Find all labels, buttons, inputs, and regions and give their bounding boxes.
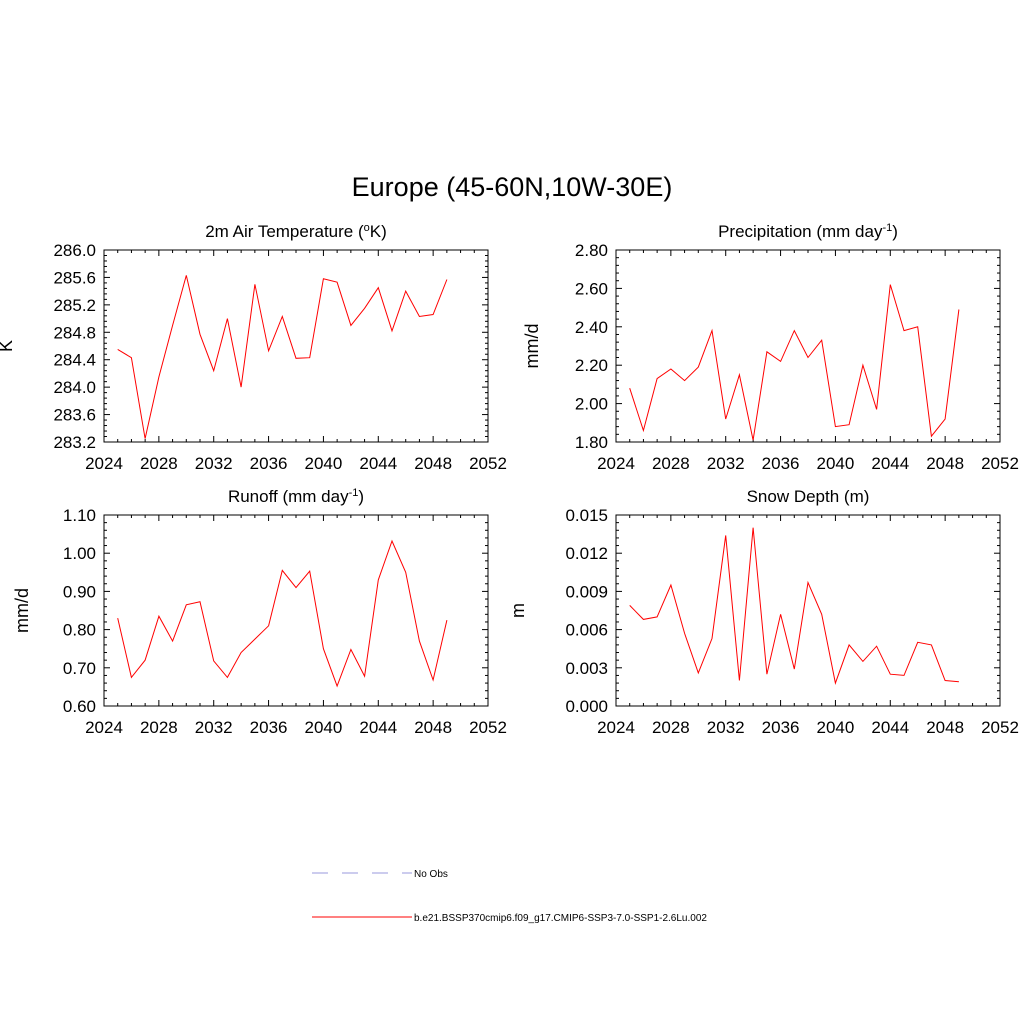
series-line [117, 275, 448, 439]
plot-frame [103, 514, 489, 707]
y-tick-label: 0.000 [565, 697, 608, 716]
y-tick-label: 2.20 [575, 356, 608, 375]
y-axis-label: K [0, 340, 16, 352]
y-tick-label: 0.006 [565, 621, 608, 640]
y-tick-label: 0.015 [565, 506, 608, 525]
y-axis-label: mm/d [12, 588, 32, 633]
x-tick-label: 2032 [195, 718, 233, 737]
y-tick-label: 285.6 [53, 268, 96, 287]
y-tick-label: 283.2 [53, 433, 96, 452]
x-tick-label: 2040 [305, 454, 343, 473]
plot-frame [615, 514, 1001, 707]
series-line [629, 284, 960, 441]
x-tick-label: 2036 [250, 454, 288, 473]
x-tick-label: 2028 [140, 718, 178, 737]
y-tick-label: 0.60 [63, 697, 96, 716]
x-tick-label: 2024 [597, 454, 635, 473]
series-line [117, 539, 448, 688]
chart-panel-4: 2024 2028 2032 2036 2040 2044 2048 2052 0.000 0.0… [508, 487, 1019, 737]
y-tick-label: 2.40 [575, 318, 608, 337]
series-line [629, 527, 959, 685]
y-tick-label: 1.10 [63, 506, 96, 525]
panel-title-main: Runoff (mm day [228, 487, 349, 506]
y-axis-label: mm/d [522, 324, 542, 369]
x-tick-label: 2036 [250, 718, 288, 737]
x-tick-label: 2052 [981, 454, 1019, 473]
x-tick-label: 2044 [871, 718, 909, 737]
x-tick-label: 2032 [707, 718, 745, 737]
y-tick-label: 0.012 [565, 544, 608, 563]
y-axis-label: m [508, 603, 528, 618]
x-tick-label: 2024 [597, 718, 635, 737]
y-tick-label: 2.00 [575, 395, 608, 414]
panel-title-main: Precipitation (mm day [718, 222, 883, 241]
plot-frame [615, 249, 1001, 443]
x-tick-label: 2028 [652, 718, 690, 737]
panel-title-suffix: K) [370, 222, 387, 241]
panel-title-main: 2m Air Temperature ( [205, 222, 364, 241]
legend: No Obs b.e21.BSSP370cmip6.f09_g17.CMIP6-S… [312, 869, 707, 924]
x-tick-label: 2048 [414, 718, 452, 737]
panel-title: Snow Depth (m) [747, 487, 870, 506]
x-tick-label: 2032 [707, 454, 745, 473]
chart-panel-2: 2024 2028 2032 2036 2040 2044 2048 2052 1.80 2.00… [522, 222, 1019, 473]
panel-title-superscript: o [364, 222, 370, 234]
x-tick-label: 2040 [817, 718, 855, 737]
x-tick-label: 2052 [981, 718, 1019, 737]
figure-title: Europe (45-60N,10W-30E) [352, 172, 673, 202]
y-tick-label: 285.2 [53, 296, 96, 315]
panel-title-suffix: ) [358, 487, 364, 506]
y-tick-label: 0.70 [63, 659, 96, 678]
panel-title-suffix: ) [892, 222, 898, 241]
x-tick-label: 2044 [359, 454, 397, 473]
x-tick-label: 2048 [414, 454, 452, 473]
x-tick-label: 2048 [926, 718, 964, 737]
y-tick-label: 0.009 [565, 582, 608, 601]
y-tick-label: 286.0 [53, 241, 96, 260]
x-tick-label: 2044 [359, 718, 397, 737]
y-tick-label: 0.90 [63, 582, 96, 601]
x-tick-label: 2024 [85, 718, 123, 737]
legend-label-1: No Obs [414, 869, 448, 880]
panel-title: Precipitation (mm day-1) [718, 222, 898, 241]
y-tick-label: 0.80 [63, 621, 96, 640]
panel-title: Runoff (mm day-1) [228, 487, 364, 506]
x-tick-label: 2044 [871, 454, 909, 473]
x-tick-label: 2028 [652, 454, 690, 473]
legend-label-2: b.e21.BSSP370cmip6.f09_g17.CMIP6-SSP3-7.… [414, 913, 707, 924]
plot-frame [103, 249, 489, 443]
x-tick-label: 2040 [305, 718, 343, 737]
y-tick-label: 1.80 [575, 433, 608, 452]
y-tick-label: 2.60 [575, 279, 608, 298]
panel-title: 2m Air Temperature (oK) [205, 222, 387, 241]
x-tick-label: 2028 [140, 454, 178, 473]
x-tick-label: 2048 [926, 454, 964, 473]
y-tick-label: 1.00 [63, 544, 96, 563]
y-tick-label: 284.0 [53, 378, 96, 397]
chart-panel-3: 2024 2028 2032 2036 2040 2044 2048 2052 0.60 0.70… [12, 487, 507, 737]
x-tick-label: 2024 [85, 454, 123, 473]
x-tick-label: 2052 [469, 718, 507, 737]
x-tick-label: 2036 [762, 454, 800, 473]
y-tick-label: 283.6 [53, 406, 96, 425]
panel-title-superscript: -1 [349, 487, 359, 499]
y-tick-label: 2.80 [575, 241, 608, 260]
chart-panel-1: 2024 2028 2032 2036 2040 2044 2048 2052 283.2 283… [0, 222, 507, 473]
panel-title-main: Snow Depth (m) [747, 487, 870, 506]
y-tick-label: 0.003 [565, 659, 608, 678]
x-tick-label: 2036 [762, 718, 800, 737]
panel-title-superscript: -1 [882, 222, 892, 234]
x-tick-label: 2052 [469, 454, 507, 473]
y-tick-label: 284.4 [53, 351, 96, 370]
y-tick-label: 284.8 [53, 323, 96, 342]
x-tick-label: 2032 [195, 454, 233, 473]
x-tick-label: 2040 [817, 454, 855, 473]
chart-panels: 2024 2028 2032 2036 2040 2044 2048 2052 283.2 283… [0, 222, 1019, 737]
